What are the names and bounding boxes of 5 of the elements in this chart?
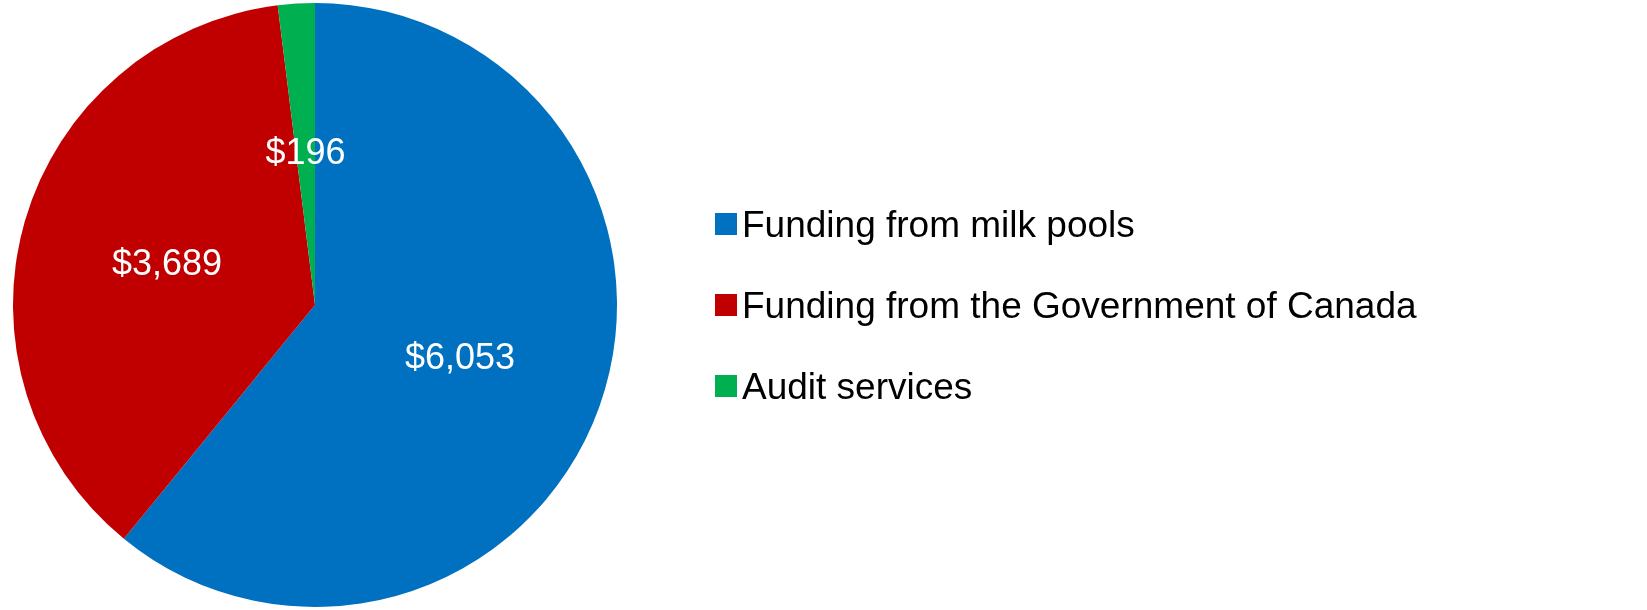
legend-label: Funding from the Government of Canada (742, 284, 1418, 326)
legend-label: Funding from milk pools (742, 203, 1135, 245)
data-label: $3,689 (111, 241, 223, 283)
data-label: $6,053 (404, 336, 516, 378)
legend-label: Audit services (742, 365, 973, 407)
